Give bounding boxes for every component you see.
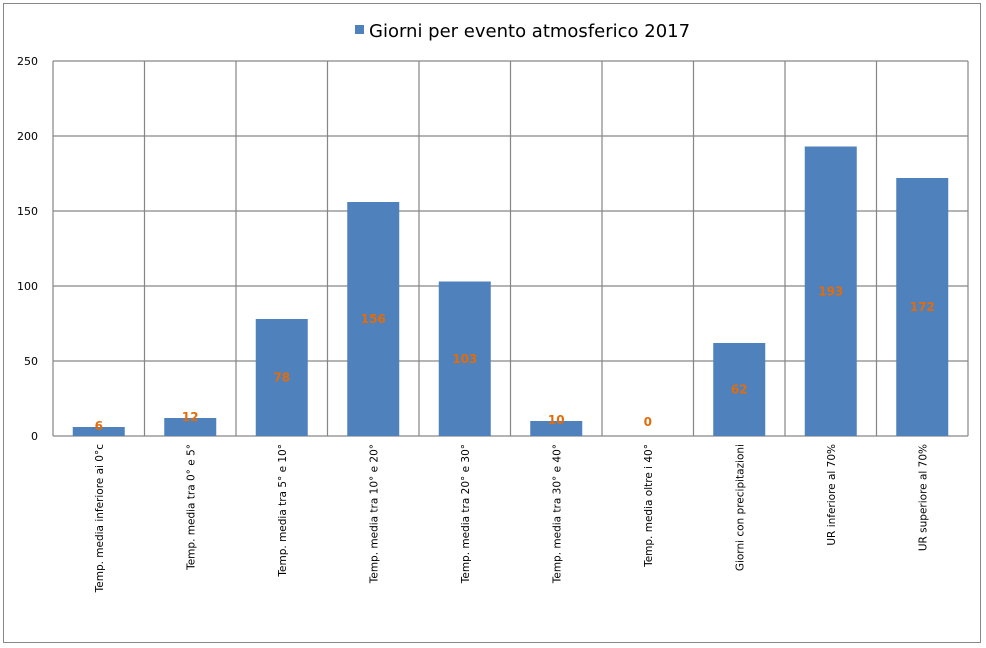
legend-label: Giorni per evento atmosferico 2017 xyxy=(369,21,690,42)
x-tick-label: Temp. media oltre i 40° xyxy=(643,444,655,568)
data-label: 0 xyxy=(644,415,652,429)
bars xyxy=(72,146,949,436)
legend-swatch xyxy=(355,25,364,34)
y-tick-label: 0 xyxy=(31,430,38,443)
bar xyxy=(164,418,217,436)
data-label: 78 xyxy=(273,371,290,385)
data-label: 103 xyxy=(452,352,477,366)
y-tick-label: 250 xyxy=(17,55,38,68)
x-tick-label: UR superiore al 70% xyxy=(917,444,929,551)
y-tick-label: 100 xyxy=(17,280,38,293)
x-tick-label: Temp. media tra 20° e 30° xyxy=(460,444,472,584)
data-label: 156 xyxy=(361,312,386,326)
y-tick-label: 50 xyxy=(24,355,38,368)
x-tick-label: Temp. media tra 10° e 20° xyxy=(368,444,380,584)
bar xyxy=(438,281,491,436)
bar xyxy=(896,178,949,436)
data-label: 10 xyxy=(548,413,565,427)
x-tick-label: Temp. media tra 5° e 10° xyxy=(277,444,289,578)
bar xyxy=(804,146,857,436)
data-label: 12 xyxy=(182,410,199,424)
bar xyxy=(530,421,583,436)
x-tick-label: UR inferiore al 70% xyxy=(826,444,838,546)
legend: Giorni per evento atmosferico 2017 xyxy=(355,21,690,42)
x-tick-label: Giorni con precipitazioni xyxy=(734,444,746,571)
bar xyxy=(347,202,400,436)
x-tick-label: Temp. media tra 30° e 40° xyxy=(551,444,563,584)
data-label: 62 xyxy=(731,383,748,397)
y-tick-label: 200 xyxy=(17,130,38,143)
x-axis-labels: Temp. media inferiore ai 0°c Temp. media … xyxy=(94,444,930,594)
data-labels: 6 12 78 156 103 10 0 62 193 172 xyxy=(95,284,935,433)
bar xyxy=(255,319,308,436)
x-tick-label: Temp. media tra 0° e 5° xyxy=(185,444,197,571)
bar xyxy=(72,427,125,436)
x-tick-label: Temp. media inferiore ai 0°c xyxy=(94,444,106,594)
bar xyxy=(713,343,766,436)
y-axis-ticks: 0 50 100 150 200 250 xyxy=(17,55,38,443)
data-label: 6 xyxy=(95,419,103,433)
data-label: 172 xyxy=(910,300,935,314)
data-label: 193 xyxy=(818,284,843,298)
y-tick-label: 150 xyxy=(17,205,38,218)
